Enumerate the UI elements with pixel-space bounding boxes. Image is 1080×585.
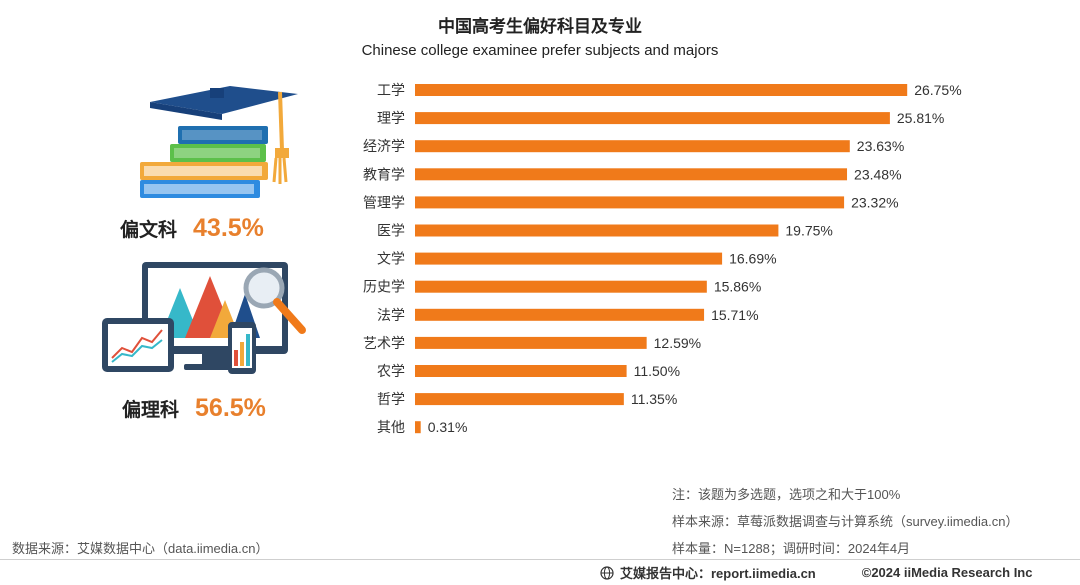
value-label: 23.63% — [857, 138, 904, 154]
value-label: 11.50% — [634, 363, 680, 379]
bar — [415, 365, 627, 377]
books-illustration — [140, 86, 298, 198]
value-label: 25.81% — [897, 110, 944, 126]
bar — [415, 112, 890, 125]
chart-subtitle: Chinese college examinee prefer subjects… — [361, 42, 719, 59]
bar — [415, 308, 705, 321]
category-label: 法学 — [377, 307, 405, 323]
science-value: 56.5% — [195, 394, 266, 422]
science-summary: 偏理科 56.5% — [122, 394, 266, 423]
multi-select-note: 注：该题为多选题，选项之和大于100% — [672, 487, 901, 502]
bar — [415, 196, 845, 209]
value-label: 23.32% — [851, 194, 898, 210]
bar — [415, 280, 707, 293]
value-label: 19.75% — [785, 223, 832, 239]
science-label: 偏理科 — [122, 400, 180, 421]
liberal-arts-label: 偏文科 — [120, 220, 178, 241]
bar — [415, 84, 908, 96]
report-center-link[interactable]: 艾媒报告中心：report.iimedia.cn — [620, 566, 816, 581]
value-label: 0.31% — [428, 419, 468, 435]
sample-source-note: 样本来源：草莓派数据调查与计算系统（survey.iimedia.cn） — [672, 514, 1019, 529]
data-source-note: 数据来源：艾媒数据中心（data.iimedia.cn） — [12, 541, 269, 556]
value-label: 11.35% — [631, 391, 677, 407]
bar — [415, 252, 723, 265]
footer-divider — [0, 559, 1080, 560]
copyright: ©2024 iiMedia Research Inc — [861, 565, 1033, 580]
bar — [415, 224, 779, 237]
bar — [415, 336, 647, 349]
value-label: 23.48% — [854, 166, 901, 182]
analytics-illustration — [102, 262, 306, 374]
category-label: 医学 — [377, 223, 405, 239]
liberal-arts-summary: 偏文科 43.5% — [120, 214, 264, 243]
category-label: 哲学 — [377, 391, 405, 407]
category-label: 教育学 — [363, 166, 405, 182]
chart-title: 中国高考生偏好科目及专业 — [438, 17, 642, 36]
bar — [415, 421, 421, 434]
globe-icon — [600, 565, 614, 580]
value-label: 16.69% — [729, 251, 776, 267]
category-label: 艺术学 — [363, 335, 405, 351]
category-label: 理学 — [377, 110, 405, 126]
liberal-arts-value: 43.5% — [193, 214, 264, 242]
bar — [415, 140, 850, 153]
value-label: 26.75% — [914, 82, 961, 98]
category-label: 管理学 — [363, 194, 405, 210]
category-label: 经济学 — [363, 138, 405, 154]
sample-size-note: 样本量：N=1288；调研时间：2024年4月 — [672, 541, 911, 556]
category-label: 工学 — [377, 82, 405, 98]
category-label: 文学 — [377, 251, 405, 267]
category-label: 农学 — [377, 363, 405, 379]
value-label: 15.86% — [714, 279, 761, 295]
category-label: 其他 — [377, 419, 405, 435]
category-label: 历史学 — [363, 279, 405, 295]
bar — [415, 393, 624, 406]
value-label: 12.59% — [654, 335, 701, 351]
value-label: 15.71% — [711, 307, 758, 323]
bar — [415, 168, 848, 181]
footer: 艾媒报告中心：report.iimedia.cn ©2024 iiMedia R… — [600, 563, 1032, 582]
